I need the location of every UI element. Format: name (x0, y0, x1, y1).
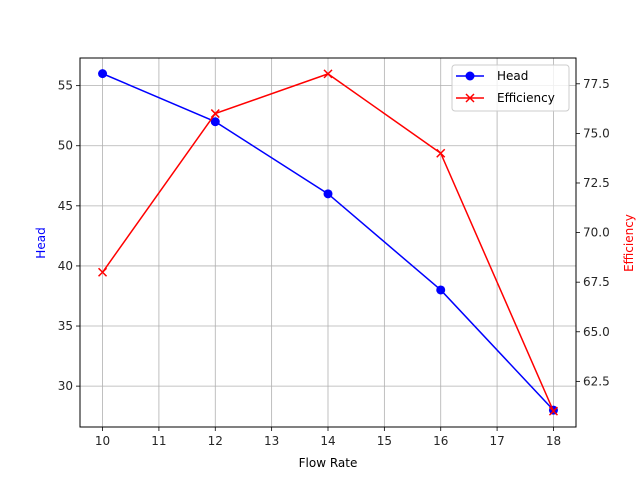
y-right-tick-label: 70.0 (583, 226, 610, 240)
legend-item-efficiency: Efficiency (456, 91, 555, 105)
legend-label-head: Head (497, 69, 528, 83)
x-tick-label: 11 (151, 434, 166, 448)
x-tick-label: 18 (546, 434, 561, 448)
efficiency-data-point (323, 69, 333, 79)
legend-label-efficiency: Efficiency (497, 91, 555, 105)
y-axis-right-ticks: 62.5 65.0 67.5 70.0 72.5 75.0 77.5 (576, 77, 610, 388)
y-right-tick-label: 72.5 (583, 176, 610, 190)
y-right-tick-label: 62.5 (583, 374, 610, 388)
series-efficiency (98, 69, 558, 416)
circle-marker-icon (465, 71, 475, 81)
y-right-tick-label: 65.0 (583, 325, 610, 339)
y-left-tick-label: 50 (58, 139, 73, 153)
efficiency-data-point (548, 406, 558, 416)
head-data-point (98, 69, 108, 79)
efficiency-data-point (436, 148, 446, 158)
y-right-tick-label: 75.0 (583, 126, 610, 140)
y-axis-right-label: Efficiency (622, 214, 636, 272)
y-right-tick-label: 67.5 (583, 275, 610, 289)
y-axis-left-ticks: 30 35 40 45 50 55 (58, 79, 80, 393)
x-tick-label: 16 (433, 434, 448, 448)
x-axis-ticks: 10 11 12 13 14 15 16 17 18 (95, 427, 561, 448)
x-tick-label: 15 (377, 434, 392, 448)
head-data-point (210, 117, 220, 127)
legend: Head Efficiency (451, 64, 570, 112)
y-right-tick-label: 77.5 (583, 77, 610, 91)
x-marker-icon (465, 93, 475, 103)
y-left-tick-label: 30 (58, 379, 73, 393)
x-tick-label: 13 (264, 434, 279, 448)
efficiency-data-point (98, 267, 108, 277)
y-left-tick-label: 40 (58, 259, 73, 273)
y-left-tick-label: 35 (58, 319, 73, 333)
x-tick-label: 14 (320, 434, 335, 448)
x-tick-label: 10 (95, 434, 110, 448)
y-left-tick-label: 55 (58, 79, 73, 93)
x-tick-label: 12 (208, 434, 223, 448)
head-data-point (323, 189, 333, 199)
efficiency-data-point (210, 109, 220, 119)
y-axis-left-label: Head (34, 227, 48, 258)
x-axis-label: Flow Rate (299, 456, 358, 470)
legend-item-head: Head (456, 69, 528, 83)
x-tick-label: 17 (489, 434, 504, 448)
y-left-tick-label: 45 (58, 199, 73, 213)
head-data-point (436, 285, 446, 295)
